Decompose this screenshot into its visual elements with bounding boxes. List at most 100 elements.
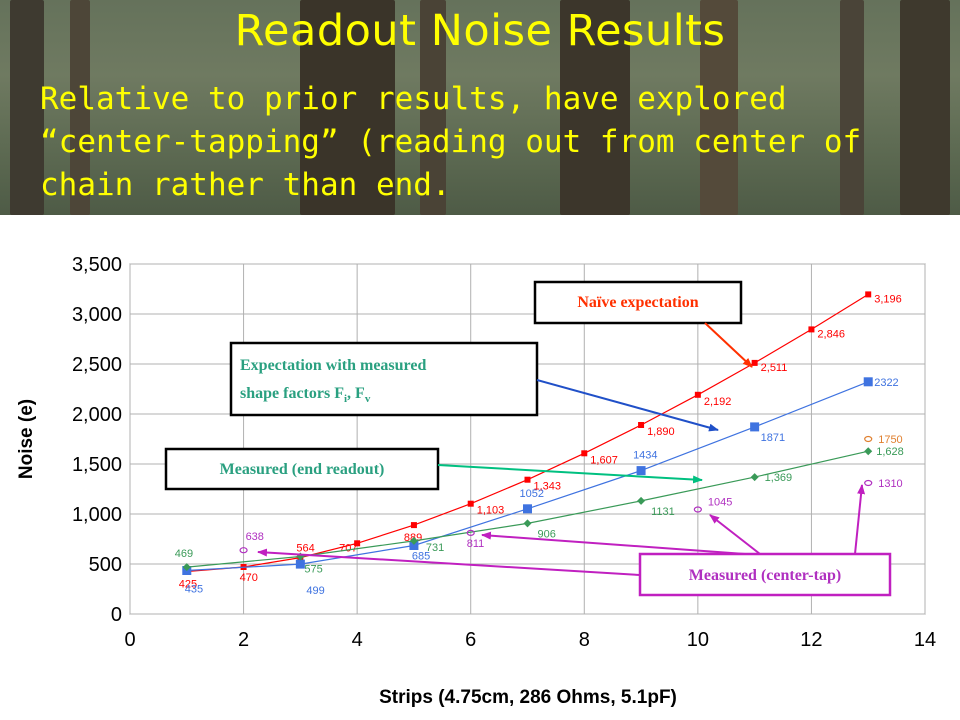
point-naive bbox=[638, 422, 645, 428]
callout-end-label: Measured (end readout) bbox=[220, 461, 385, 478]
series-center: 638 811 1045 1310 bbox=[239, 478, 903, 554]
data-label-naive: 425 bbox=[179, 579, 197, 591]
point-naive bbox=[751, 359, 758, 366]
data-label-naive: 2,846 bbox=[817, 328, 845, 340]
data-label-center: 811 bbox=[467, 538, 485, 550]
point-end bbox=[750, 473, 759, 482]
data-label-shape: 685 bbox=[412, 551, 430, 563]
x-tick-label: 12 bbox=[800, 629, 822, 651]
callout-center-arrow-2 bbox=[481, 531, 746, 555]
point-naive bbox=[524, 476, 531, 483]
data-label-center: 1045 bbox=[708, 497, 732, 509]
data-label-shape: 1434 bbox=[633, 450, 657, 462]
data-label-naive: 1,890 bbox=[647, 426, 675, 438]
tree-trunk bbox=[900, 0, 950, 215]
x-tick-label: 6 bbox=[465, 629, 476, 651]
tree-trunk bbox=[840, 0, 864, 215]
callout-shape-sub-v: v bbox=[365, 393, 371, 405]
callout-naive-arrow bbox=[704, 322, 753, 368]
data-label-shape: 1871 bbox=[761, 432, 785, 444]
data-label-end: 575 bbox=[304, 564, 322, 576]
point-center_extra bbox=[864, 435, 873, 443]
tree-trunk bbox=[420, 0, 446, 215]
callout-shape-arrow bbox=[536, 379, 719, 432]
tree-trunk bbox=[10, 0, 44, 215]
data-label-end: 1,369 bbox=[765, 472, 793, 484]
callout-center-arrow-3 bbox=[709, 514, 761, 555]
data-label-center: 1310 bbox=[878, 478, 902, 490]
x-tick-label: 10 bbox=[687, 629, 709, 651]
point-naive bbox=[865, 291, 872, 298]
callout-shape-label-line1: Expectation with measured bbox=[240, 357, 426, 374]
data-label-naive: 2,192 bbox=[704, 396, 732, 408]
x-tick-label: 0 bbox=[124, 629, 135, 651]
data-label-end: 1131 bbox=[651, 506, 675, 518]
point-shape bbox=[295, 559, 305, 569]
point-center bbox=[864, 479, 873, 487]
point-end bbox=[182, 563, 191, 572]
callout-naive-box bbox=[533, 280, 743, 325]
callout-center-arrow-1 bbox=[257, 548, 641, 576]
callout-end: Measured (end readout) bbox=[164, 447, 703, 491]
point-shape bbox=[409, 541, 419, 550]
y-tick-label: 1,500 bbox=[72, 454, 122, 476]
point-end bbox=[409, 536, 418, 545]
y-tick-label: 2,000 bbox=[72, 404, 122, 426]
y-axis-title: Noise (e) bbox=[16, 399, 37, 479]
point-shape bbox=[750, 422, 760, 432]
callout-shape-sep: , F bbox=[347, 385, 365, 402]
data-label-end: 469 bbox=[175, 548, 193, 560]
callout-shape-box bbox=[229, 341, 539, 417]
slide-subtitle: Relative to prior results, have explored… bbox=[40, 81, 862, 203]
point-shape bbox=[863, 377, 873, 387]
point-naive bbox=[354, 540, 361, 547]
point-naive bbox=[808, 326, 815, 333]
data-label-shape: 499 bbox=[306, 585, 324, 597]
callout-naive: Naïve expectation bbox=[533, 280, 753, 368]
series-center_extra: 1750 bbox=[864, 434, 903, 446]
data-label-naive: 470 bbox=[240, 572, 258, 584]
data-label-center_extra: 1750 bbox=[878, 434, 902, 446]
point-end bbox=[637, 496, 646, 505]
data-label-naive: 564 bbox=[296, 543, 314, 555]
callout-end-arrow bbox=[437, 464, 703, 484]
data-label-naive: 1,343 bbox=[534, 481, 562, 493]
callout-center: Measured (center-tap) bbox=[257, 484, 892, 597]
point-end bbox=[523, 519, 532, 528]
x-tick-label: 4 bbox=[352, 629, 363, 651]
point-shape bbox=[636, 466, 646, 476]
callout-shape-line2-text: shape factors F bbox=[240, 385, 344, 402]
y-tick-label: 2,500 bbox=[72, 354, 122, 376]
y-tick-label: 3,000 bbox=[72, 304, 122, 326]
chart-area: 0 500 1,000 1,500 2,000 2,500 3,000 3,500 0 2 4 6 8 1… bbox=[0, 215, 960, 720]
callout-center-arrow-4 bbox=[854, 484, 866, 555]
tree-trunk bbox=[70, 0, 90, 215]
slide-title: Readout Noise Results bbox=[234, 6, 726, 56]
series-layer: 4254705647078891,1031,3431,6071,8902,192… bbox=[175, 291, 904, 597]
series-shape: 435 499 685 1052 1434 1871 2322 bbox=[182, 377, 899, 597]
data-label-shape: 435 bbox=[185, 584, 203, 596]
callout-shape-sub-i: i bbox=[344, 393, 347, 405]
data-label-naive: 2,511 bbox=[761, 362, 788, 374]
data-label-naive: 1,607 bbox=[590, 454, 618, 466]
y-tick-label: 1,000 bbox=[72, 504, 122, 526]
y-tick-label: 500 bbox=[89, 554, 122, 576]
x-axis-title: Strips (4.75cm, 286 Ohms, 5.1pF) bbox=[379, 687, 677, 708]
data-label-end: 731 bbox=[426, 542, 444, 554]
tree-trunk bbox=[560, 0, 630, 215]
y-tick-label: 0 bbox=[111, 604, 122, 626]
x-tick-label: 14 bbox=[914, 629, 936, 651]
data-label-naive: 1,103 bbox=[477, 505, 505, 517]
series-end: 469 575 731 906 1131 1,369 1,628 bbox=[175, 446, 904, 575]
callout-shape: Expectation with measured shape factors … bbox=[229, 341, 719, 432]
data-label-shape: 2322 bbox=[874, 377, 898, 389]
data-label-center: 638 bbox=[246, 531, 264, 543]
forest-banner: Readout Noise Results Relative to prior … bbox=[0, 0, 960, 215]
callout-end-box bbox=[164, 447, 440, 491]
x-tick-label: 2 bbox=[238, 629, 249, 651]
data-label-naive: 3,196 bbox=[874, 293, 902, 305]
callout-shape-label-line2: shape factors Fi, Fv bbox=[240, 385, 371, 405]
point-center bbox=[693, 506, 702, 513]
